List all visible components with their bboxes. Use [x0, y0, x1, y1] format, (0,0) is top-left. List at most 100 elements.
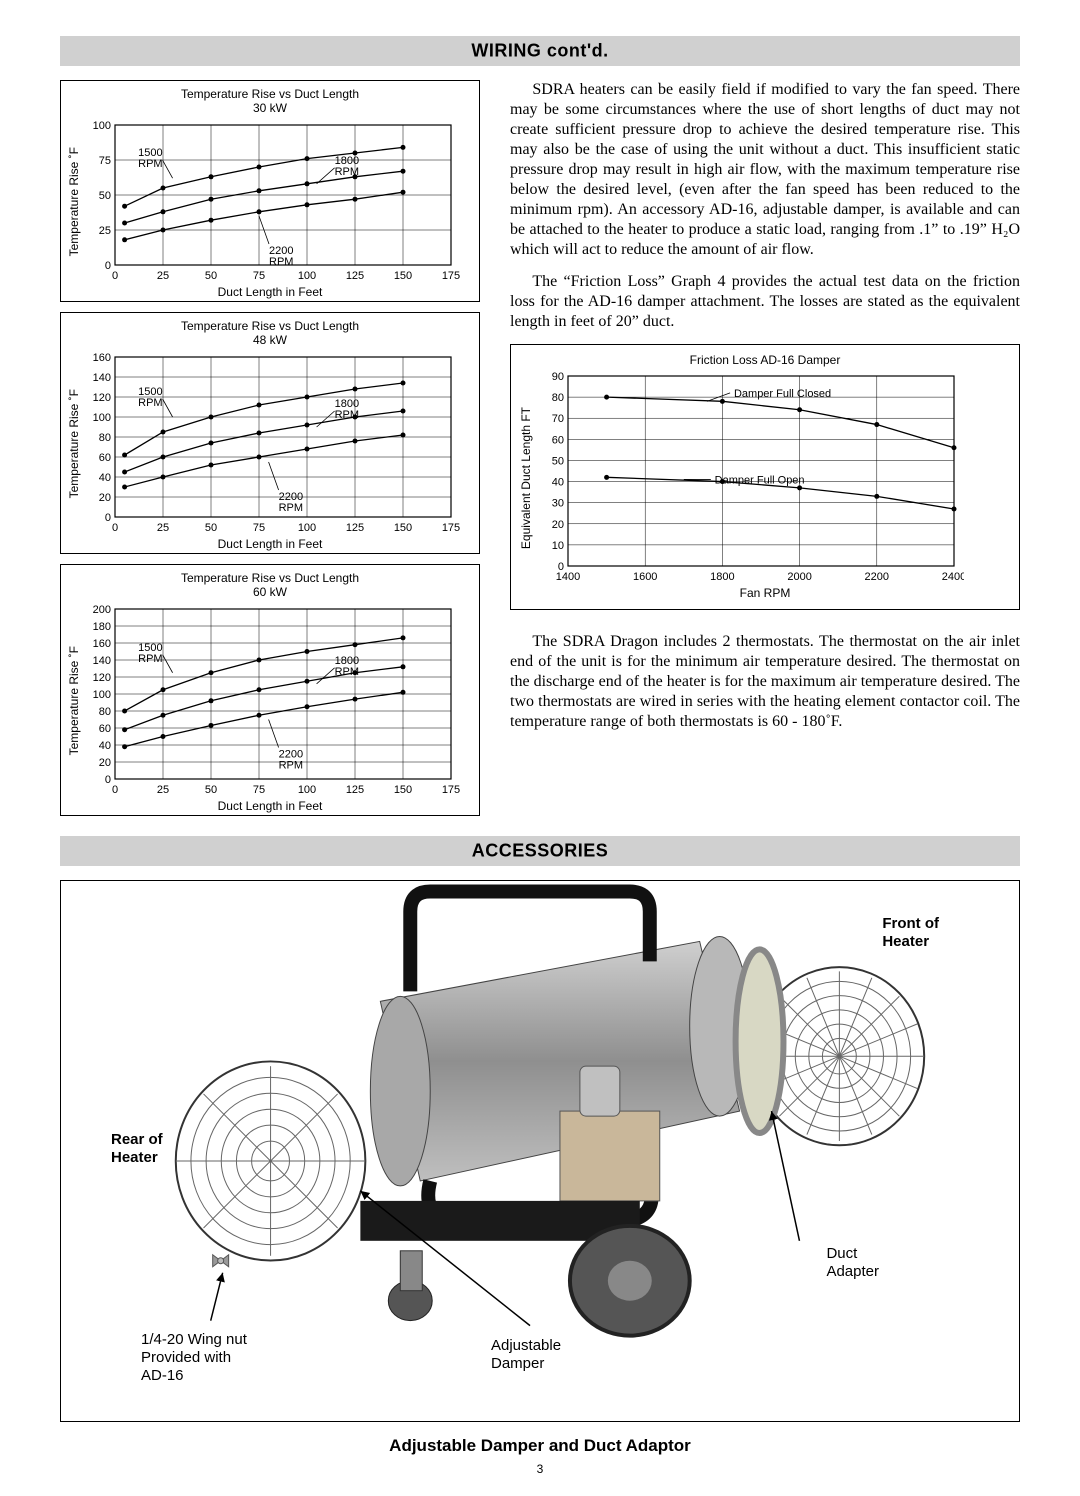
svg-text:40: 40	[99, 472, 111, 484]
svg-text:160: 160	[93, 352, 111, 364]
ylabel-friction: Equivalent Duct Length FT	[519, 407, 534, 549]
figure-caption: Adjustable Damper and Duct Adaptor	[60, 1436, 1020, 1456]
svg-text:175: 175	[442, 270, 460, 282]
xlabel-60: Duct Length in Feet	[67, 799, 473, 813]
svg-text:25: 25	[157, 784, 169, 796]
svg-text:140: 140	[93, 372, 111, 384]
chart-friction-svg: 1400160018002000220024000102030405060708…	[534, 368, 964, 588]
svg-text:Damper Full Closed: Damper Full Closed	[734, 388, 831, 400]
svg-text:125: 125	[346, 784, 364, 796]
svg-text:RPM: RPM	[335, 666, 359, 678]
svg-text:120: 120	[93, 392, 111, 404]
svg-text:75: 75	[253, 270, 265, 282]
svg-text:30: 30	[552, 498, 564, 510]
svg-text:175: 175	[442, 784, 460, 796]
svg-text:0: 0	[105, 512, 111, 524]
svg-text:RPM: RPM	[335, 409, 359, 421]
paragraph-2: The “Friction Loss” Graph 4 provides the…	[510, 272, 1020, 332]
svg-text:RPM: RPM	[279, 760, 303, 772]
svg-text:40: 40	[99, 740, 111, 752]
svg-text:100: 100	[93, 120, 111, 132]
svg-text:125: 125	[346, 270, 364, 282]
svg-text:60: 60	[552, 434, 564, 446]
xlabel-30: Duct Length in Feet	[67, 285, 473, 299]
svg-text:2200: 2200	[865, 571, 889, 583]
label-rear-heater: Rear of Heater	[111, 1131, 163, 1167]
section-bar-wiring: WIRING cont'd.	[60, 36, 1020, 66]
svg-text:150: 150	[394, 522, 412, 534]
svg-text:180: 180	[93, 621, 111, 633]
chart-48kw-svg: 0 25 50 75 100 125 150 175 0 20 40 60 80 100 120 140 160…	[81, 349, 461, 539]
svg-text:0: 0	[112, 784, 118, 796]
chart-60kw-svg: 0255075100125150175020406080100120140160…	[81, 601, 461, 801]
chart-48kw: Temperature Rise vs Duct Length 48 kW Te…	[60, 312, 480, 554]
paragraph-3: The SDRA Dragon includes 2 thermostats. …	[510, 632, 1020, 732]
svg-text:50: 50	[205, 270, 217, 282]
svg-text:150: 150	[394, 784, 412, 796]
svg-text:70: 70	[552, 413, 564, 425]
svg-text:40: 40	[552, 477, 564, 489]
section-bar-accessories: ACCESSORIES	[60, 836, 1020, 866]
ylabel-48: Temperature Rise ˚F	[67, 389, 81, 498]
svg-text:100: 100	[298, 522, 316, 534]
svg-text:RPM: RPM	[138, 158, 162, 170]
section-title-accessories: ACCESSORIES	[472, 841, 609, 862]
accessories-figure: Front of Heater Rear of Heater 1/4-20 Wi…	[60, 880, 1020, 1422]
label-duct-adapter: Duct Adapter	[826, 1245, 879, 1281]
svg-text:0: 0	[112, 522, 118, 534]
svg-text:2000: 2000	[787, 571, 811, 583]
svg-text:175: 175	[442, 522, 460, 534]
svg-text:20: 20	[99, 492, 111, 504]
label-front-heater: Front of Heater	[882, 915, 939, 951]
svg-text:Damper Full Open: Damper Full Open	[715, 474, 805, 486]
svg-text:50: 50	[205, 522, 217, 534]
chart-title-friction: Friction Loss AD-16 Damper	[519, 353, 1011, 368]
label-adjustable-damper: Adjustable Damper	[491, 1337, 561, 1373]
svg-text:75: 75	[253, 784, 265, 796]
svg-text:160: 160	[93, 638, 111, 650]
svg-text:50: 50	[99, 190, 111, 202]
svg-text:90: 90	[552, 371, 564, 383]
svg-text:RPM: RPM	[138, 653, 162, 665]
chart-30kw: Temperature Rise vs Duct Length 30 kW Te…	[60, 80, 480, 302]
svg-text:60: 60	[99, 452, 111, 464]
svg-text:80: 80	[552, 392, 564, 404]
svg-text:50: 50	[552, 455, 564, 467]
xlabel-friction: Fan RPM	[519, 586, 1011, 601]
svg-text:100: 100	[93, 412, 111, 424]
chart-sub-30: 30 kW	[67, 101, 473, 115]
svg-text:25: 25	[157, 522, 169, 534]
svg-text:75: 75	[253, 522, 265, 534]
chart-60kw: Temperature Rise vs Duct Length 60 kW Te…	[60, 564, 480, 816]
ylabel-30: Temperature Rise ˚F	[67, 147, 81, 256]
svg-text:60: 60	[99, 723, 111, 735]
svg-text:20: 20	[99, 757, 111, 769]
svg-text:75: 75	[99, 155, 111, 167]
page-number: 3	[60, 1462, 1020, 1476]
svg-text:20: 20	[552, 519, 564, 531]
svg-text:200: 200	[93, 604, 111, 616]
svg-text:RPM: RPM	[269, 256, 293, 268]
svg-text:RPM: RPM	[279, 502, 303, 514]
svg-text:25: 25	[157, 270, 169, 282]
svg-text:150: 150	[394, 270, 412, 282]
ylabel-60: Temperature Rise ˚F	[67, 646, 81, 755]
svg-text:1800: 1800	[710, 571, 734, 583]
chart-title-30: Temperature Rise vs Duct Length	[67, 87, 473, 101]
svg-text:0: 0	[112, 270, 118, 282]
chart-friction: Friction Loss AD-16 Damper Equivalent Du…	[510, 344, 1020, 610]
svg-text:0: 0	[105, 774, 111, 786]
chart-sub-48: 48 kW	[67, 333, 473, 347]
svg-text:100: 100	[298, 784, 316, 796]
svg-text:1600: 1600	[633, 571, 657, 583]
svg-text:100: 100	[298, 270, 316, 282]
svg-text:RPM: RPM	[335, 166, 359, 178]
chart-sub-60: 60 kW	[67, 585, 473, 599]
svg-text:140: 140	[93, 655, 111, 667]
svg-text:2400: 2400	[942, 571, 964, 583]
section-title-wiring: WIRING cont'd.	[471, 41, 608, 62]
svg-text:125: 125	[346, 522, 364, 534]
svg-text:50: 50	[205, 784, 217, 796]
svg-text:10: 10	[552, 540, 564, 552]
svg-text:80: 80	[99, 432, 111, 444]
